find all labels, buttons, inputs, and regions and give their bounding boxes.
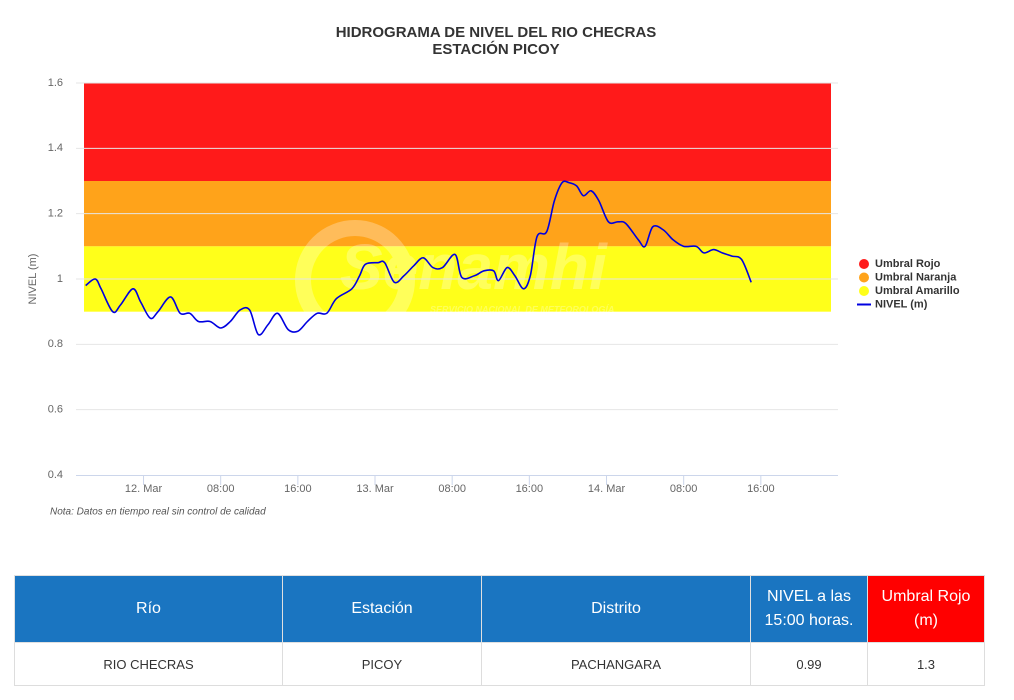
header-cell: Estación bbox=[282, 575, 482, 643]
y-tick-label: 1.4 bbox=[48, 142, 63, 154]
cell: 1.3 bbox=[867, 642, 985, 686]
x-tick-label: 08:00 bbox=[207, 483, 235, 495]
threshold-band bbox=[84, 83, 831, 181]
y-tick-label: 0.6 bbox=[48, 404, 63, 416]
cell: RIO CHECRAS bbox=[14, 642, 283, 686]
legend-item: Umbral Naranja bbox=[859, 271, 957, 283]
x-tick-label: 16:00 bbox=[516, 483, 544, 495]
chart: HIDROGRAMA DE NIVEL DEL RIO CHECRAS ESTA… bbox=[27, 24, 960, 518]
header-cell: NIVEL a las 15:00 horas. bbox=[750, 575, 868, 643]
y-tick-label: 1.6 bbox=[48, 77, 63, 89]
legend-label: NIVEL (m) bbox=[875, 298, 928, 310]
y-tick-label: 0.8 bbox=[48, 338, 63, 350]
note: Nota: Datos en tiempo real sin control d… bbox=[50, 507, 266, 518]
x-tick-label: 13. Mar bbox=[356, 483, 394, 495]
legend-swatch bbox=[859, 272, 869, 283]
chart-title: HIDROGRAMA DE NIVEL DEL RIO CHECRAS bbox=[336, 24, 657, 41]
table-header: Río Estación Distrito NIVEL a las 15:00 … bbox=[14, 575, 985, 643]
legend-item: Umbral Rojo bbox=[859, 258, 941, 270]
x-tick-label: 16:00 bbox=[284, 483, 312, 495]
chart-subtitle: ESTACIÓN PICOY bbox=[432, 40, 559, 58]
cell: 0.99 bbox=[750, 642, 868, 686]
x-tick-label: 08:00 bbox=[670, 483, 698, 495]
header-cell: Río bbox=[14, 575, 283, 643]
y-tick-label: 1.2 bbox=[48, 208, 63, 220]
legend-label: Umbral Rojo bbox=[875, 258, 941, 270]
legend-item: NIVEL (m) bbox=[857, 298, 928, 310]
x-tick-label: 14. Mar bbox=[588, 483, 626, 495]
cell: PACHANGARA bbox=[481, 642, 751, 686]
watermark-logo bbox=[295, 220, 415, 340]
table-row: RIO CHECRAS PICOY PACHANGARA 0.99 1.3 bbox=[14, 642, 985, 686]
x-tick-label: 12. Mar bbox=[125, 483, 163, 495]
legend-label: Umbral Naranja bbox=[875, 271, 957, 283]
x-tick-label: 08:00 bbox=[438, 483, 466, 495]
y-tick-label: 1 bbox=[57, 273, 63, 285]
header-cell: Distrito bbox=[481, 575, 751, 643]
header-cell: Umbral Rojo (m) bbox=[867, 575, 985, 643]
data-line bbox=[85, 180, 752, 336]
watermark-text: E HIDROLOGÍA DEL PERÚ bbox=[430, 316, 544, 327]
legend-swatch bbox=[859, 286, 869, 296]
legend-item: Umbral Amarillo bbox=[859, 285, 960, 297]
watermark-logo-text: Senamhi bbox=[340, 231, 608, 303]
y-tick-label: 0.4 bbox=[48, 469, 63, 481]
legend-label: Umbral Amarillo bbox=[875, 285, 960, 297]
x-tick-label: 16:00 bbox=[747, 483, 775, 495]
watermark-text: SERVICIO NACIONAL DE METEOROLOGÍA bbox=[430, 304, 614, 314]
data-table: Río Estación Distrito NIVEL a las 15:00 … bbox=[14, 575, 985, 686]
cell: PICOY bbox=[282, 642, 482, 686]
legend-swatch bbox=[859, 259, 869, 269]
y-axis-title: NIVEL (m) bbox=[27, 254, 39, 305]
